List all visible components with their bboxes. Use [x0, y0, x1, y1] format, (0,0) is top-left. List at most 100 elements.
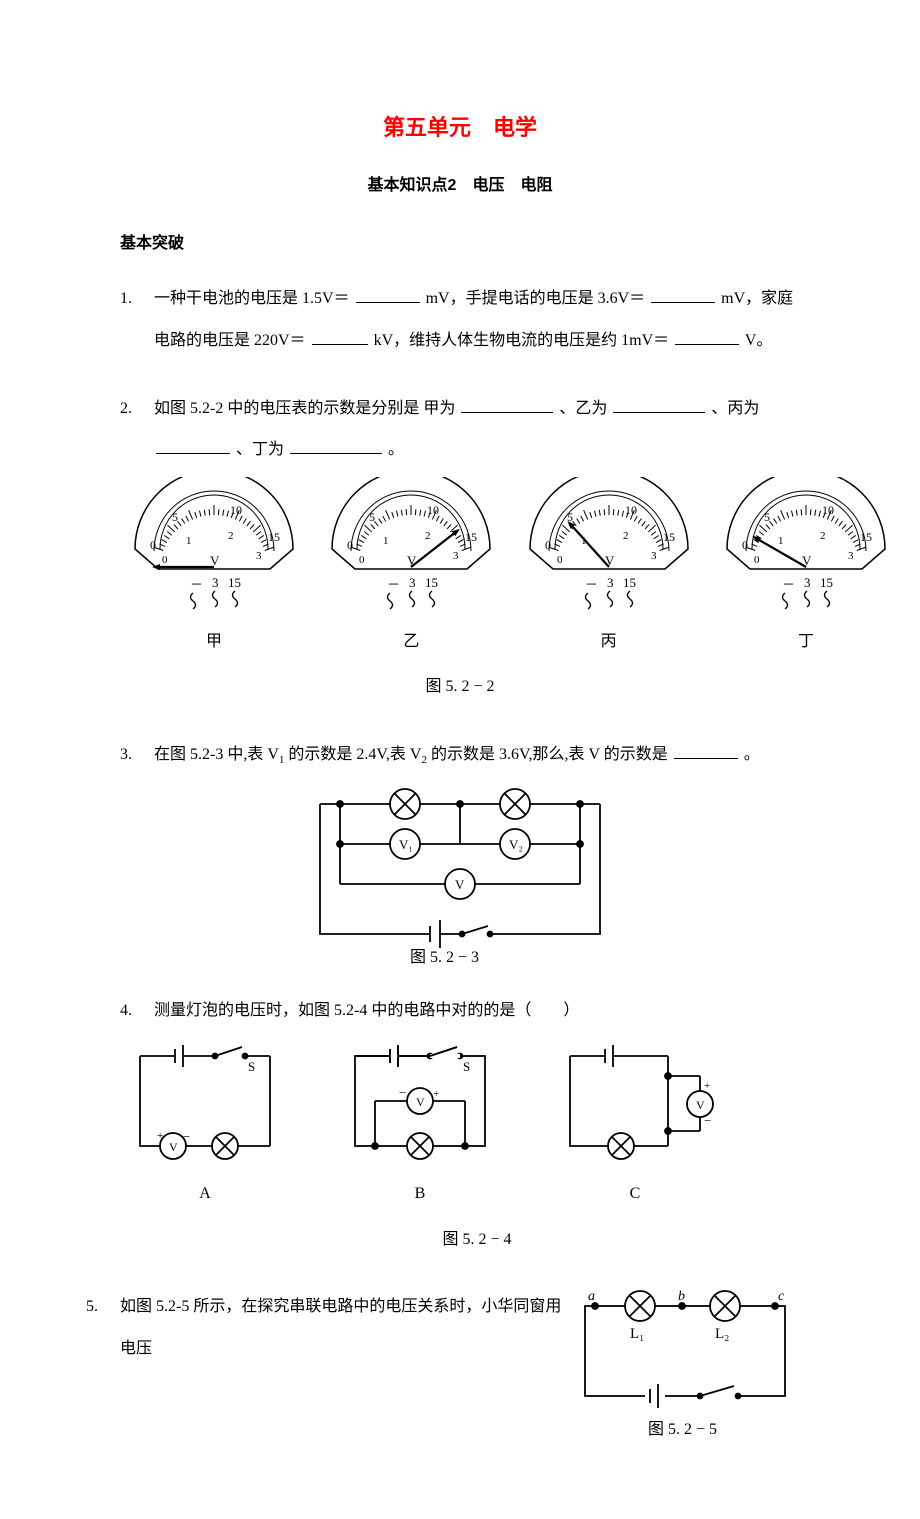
- svg-text:0: 0: [347, 538, 353, 552]
- option-label: A: [199, 1173, 211, 1215]
- blank[interactable]: [312, 328, 368, 345]
- svg-text:15: 15: [623, 575, 636, 590]
- svg-text:V₂: V₂: [509, 837, 523, 852]
- question-4: 4. 测量灯泡的电压时，如图 5.2-4 中的电路中对的的是（ ）: [120, 990, 800, 1261]
- svg-text:2: 2: [425, 530, 431, 542]
- voltmeter-yi: 0 5 10 15 0 1 2 3 V －: [317, 477, 505, 663]
- svg-text:5: 5: [764, 510, 770, 524]
- option-label: B: [415, 1173, 426, 1215]
- svg-text:0: 0: [754, 554, 760, 566]
- blank[interactable]: [156, 437, 230, 454]
- q1-text: 电路的电压是 220V＝: [154, 332, 306, 349]
- svg-text:15: 15: [425, 575, 438, 590]
- svg-text:0: 0: [150, 538, 156, 552]
- figure-caption: 图 5. 2 − 4: [154, 1219, 800, 1261]
- svg-text:3: 3: [409, 575, 416, 590]
- voltmeter-bing: 0 5 10 15 0 1 2 3 V －: [515, 477, 703, 663]
- svg-text:15: 15: [465, 530, 477, 544]
- svg-text:3: 3: [453, 550, 459, 562]
- q1-text: kV，维持人体生物电流的电压是约 1mV＝: [374, 332, 670, 349]
- blank[interactable]: [461, 396, 553, 413]
- subscript: 2: [421, 754, 427, 766]
- svg-text:0: 0: [742, 538, 748, 552]
- voltmeter-icon: 0 5 10 15 0 1 2 3 V －: [317, 477, 505, 617]
- meter-label: 甲: [206, 621, 222, 663]
- q2-number: 2.: [120, 388, 132, 430]
- blank[interactable]: [356, 286, 420, 303]
- svg-text:V₁: V₁: [399, 837, 413, 852]
- q4-number: 4.: [120, 990, 132, 1032]
- q1-text: V。: [745, 332, 773, 349]
- svg-text:a: a: [588, 1289, 595, 1304]
- svg-text:V: V: [455, 877, 465, 892]
- svg-text:2: 2: [820, 530, 826, 542]
- blank[interactable]: [613, 396, 705, 413]
- voltmeter-row: 0 5 10 15 0 1 2 3 V: [120, 477, 900, 663]
- svg-text:−: −: [399, 1085, 406, 1100]
- voltmeter-icon: 0 5 10 15 0 1 2 3 V: [120, 477, 308, 617]
- svg-text:15: 15: [228, 575, 241, 590]
- blank[interactable]: [675, 328, 739, 345]
- svg-text:1: 1: [186, 535, 192, 547]
- blank[interactable]: [290, 437, 382, 454]
- q2-text: 、丁为: [236, 441, 284, 458]
- svg-text:3: 3: [212, 575, 219, 590]
- svg-text:L₁: L₁: [630, 1326, 644, 1342]
- svg-text:－: －: [387, 577, 400, 592]
- svg-text:5: 5: [172, 510, 178, 524]
- svg-text:3: 3: [607, 575, 614, 590]
- q3-text: 在图 5.2-3 中,表 V: [154, 746, 279, 763]
- meter-label: 丁: [798, 621, 814, 663]
- option-c: + − V C: [550, 1041, 720, 1215]
- question-3: 3. 在图 5.2-3 中,表 V1 的示数是 2.4V,表 V2 的示数是 3…: [120, 734, 800, 964]
- svg-text:－: －: [782, 577, 795, 592]
- q1-text: mV，家庭: [721, 290, 793, 307]
- svg-text:2: 2: [623, 530, 629, 542]
- svg-text:10: 10: [625, 503, 637, 517]
- question-5: 5. 如图 5.2-5 所示，在探究串联电路中的电压关系时，小华同窗用电压: [120, 1286, 800, 1453]
- svg-text:V: V: [416, 1095, 425, 1109]
- q2-text: 、乙为: [559, 400, 607, 417]
- q3-text: 。: [744, 746, 760, 763]
- q4-text: 测量灯泡的电压时，如图 5.2-4 中的电路中对的的是（ ）: [154, 1002, 579, 1019]
- voltmeter-jia: 0 5 10 15 0 1 2 3 V: [120, 477, 308, 663]
- svg-text:3: 3: [804, 575, 811, 590]
- svg-text:0: 0: [359, 554, 365, 566]
- topic-subtitle: 基本知识点2 电压 电阻: [120, 173, 800, 199]
- svg-text:b: b: [678, 1289, 685, 1304]
- svg-text:2: 2: [228, 530, 234, 542]
- circuit-5-2-3: V₁ V₂ V 图 5. 2 − 3: [120, 784, 800, 964]
- q3-text: 的示数是 2.4V,表 V: [288, 746, 421, 763]
- blank[interactable]: [674, 742, 738, 759]
- svg-text:L₂: L₂: [715, 1326, 729, 1342]
- svg-text:－: －: [190, 577, 203, 592]
- q1-number: 1.: [120, 278, 132, 320]
- circuit-5-2-5: a b c L₁ L₂ 图 5. 2 − 5: [570, 1286, 800, 1453]
- blank[interactable]: [651, 286, 715, 303]
- svg-text:V: V: [696, 1098, 705, 1112]
- option-a: + − V S A: [120, 1041, 290, 1215]
- q5-number: 5.: [86, 1286, 98, 1328]
- svg-text:图 5. 2 − 3: 图 5. 2 − 3: [410, 949, 479, 964]
- section-heading: 基本突破: [120, 231, 800, 257]
- q2-text: 如图 5.2-2 中的电压表的示数是分别是 甲为: [154, 400, 455, 417]
- question-2: 2. 如图 5.2-2 中的电压表的示数是分别是 甲为 、乙为 、丙为 、丁为 …: [120, 388, 800, 708]
- svg-text:1: 1: [383, 535, 389, 547]
- circuit-options: + − V S A: [120, 1041, 720, 1215]
- svg-text:0: 0: [162, 554, 168, 566]
- option-label: C: [630, 1173, 641, 1215]
- question-1: 1. 一种干电池的电压是 1.5V＝ mV，手提电话的电压是 3.6V＝ mV，…: [120, 278, 800, 361]
- meter-label: 丙: [601, 621, 617, 663]
- figure-caption: 图 5. 2 − 2: [120, 666, 800, 708]
- svg-text:15: 15: [268, 530, 280, 544]
- svg-text:3: 3: [651, 550, 657, 562]
- q1-text: 一种干电池的电压是 1.5V＝: [154, 290, 350, 307]
- q1-text: mV，手提电话的电压是 3.6V＝: [426, 290, 646, 307]
- svg-text:+: +: [704, 1080, 710, 1092]
- svg-text:－: －: [585, 577, 598, 592]
- q2-text: 、丙为: [711, 400, 759, 417]
- q3-number: 3.: [120, 734, 132, 776]
- svg-text:3: 3: [848, 550, 854, 562]
- svg-text:0: 0: [557, 554, 563, 566]
- svg-text:5: 5: [369, 510, 375, 524]
